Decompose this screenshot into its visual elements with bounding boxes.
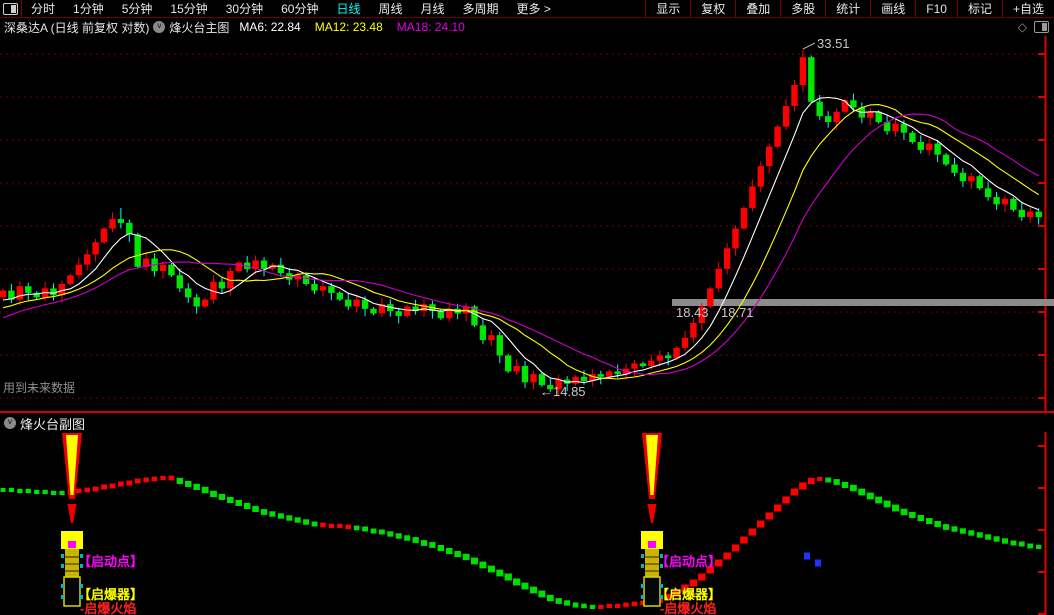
chart-info-bar: 深桑达A (日线 前复权 对数) ˅ 烽火台主图 MA6: 22.84 MA12:… [0,18,1054,36]
price-label-level-b: 18.71 [721,305,754,320]
toolbar-button[interactable]: 显示 [645,0,690,18]
main-chart-area[interactable] [0,36,1054,412]
ma-value: MA12: 23.48 [314,20,383,34]
diamond-icon[interactable]: ◇ [1017,20,1027,34]
signal-label-flame: -启爆火焰 [80,601,137,615]
ma-value: MA6: 22.84 [239,20,301,34]
toolbar-button[interactable]: 画线 [870,0,915,18]
symbol-title: 深桑达A (日线 前复权 对数) [4,20,150,35]
toolbar-button[interactable]: F10 [915,0,957,18]
period-tab[interactable]: 多周期 [462,1,499,16]
sub-chart-area[interactable] [0,432,1054,615]
toolbar-button[interactable]: 标记 [956,0,1002,18]
sub-indicator-chart[interactable] [0,432,1054,615]
toolbar-button[interactable]: 多股 [780,0,825,18]
period-tab[interactable]: 5分钟 [121,1,153,16]
signal-label-start: 【启动点】 [78,554,144,569]
top-toolbar: 分时 1分钟 5分钟 15分钟 30分钟 60分钟 日线 周线 月线 多周期 更多 > 显示 复权 叠加… [0,0,1054,18]
period-tab[interactable]: 日线 [336,1,361,16]
sub-indicator-name[interactable]: 烽火台副图 [20,416,86,432]
period-tab[interactable]: 15分钟 [170,1,208,16]
period-tabs: 分时 1分钟 5分钟 15分钟 30分钟 60分钟 日线 周线 月线 多周期 更多 > [22,0,560,18]
toolbar-button[interactable]: 统计 [825,0,870,18]
price-label-peak: 33.51 [817,36,850,51]
period-tab[interactable]: 30分钟 [225,1,264,16]
toolbar-button[interactable]: 叠加 [735,0,780,18]
pane-separator [0,411,1054,413]
period-tab[interactable]: 60分钟 [281,1,319,16]
signal-label-flame: -启爆火焰 [660,601,717,615]
main-candlestick-chart[interactable] [0,36,1054,412]
period-tab[interactable]: 月线 [420,1,445,16]
panel-toggle-icon[interactable] [1034,21,1049,33]
toolbar-buttons: 显示 复权 叠加 多股 统计 画线 F10 标记 +自选 [645,0,1054,18]
chevron-down-icon[interactable]: ˅ [153,21,166,33]
layout-toggle-icon[interactable] [0,0,22,18]
signal-label-trigger: 【启爆器】 [78,587,144,602]
ma-value: MA18: 24.10 [396,20,465,34]
price-label-level-a: 18.43 [676,305,709,320]
main-indicator-name[interactable]: 烽火台主图 [169,20,230,35]
period-tab[interactable]: 分时 [31,1,56,16]
period-tab[interactable]: 更多 > [516,1,551,16]
period-tab[interactable]: 周线 [378,1,403,16]
sub-chart-header: ˅ 烽火台副图 [0,414,1054,432]
signal-label-trigger: 【启爆器】 [656,587,722,602]
ma-values: MA6: 22.84 MA12: 23.48 MA18: 24.10 [239,20,478,34]
toolbar-button[interactable]: +自选 [1001,0,1054,18]
toolbar-button[interactable]: 复权 [690,0,735,18]
period-tab[interactable]: 1分钟 [73,1,104,16]
chevron-down-icon[interactable]: ˅ [4,417,16,429]
signal-label-start: 【启动点】 [656,554,722,569]
price-label-low: ←14.85 [540,384,586,399]
future-data-note: 用到未来数据 [3,381,76,395]
